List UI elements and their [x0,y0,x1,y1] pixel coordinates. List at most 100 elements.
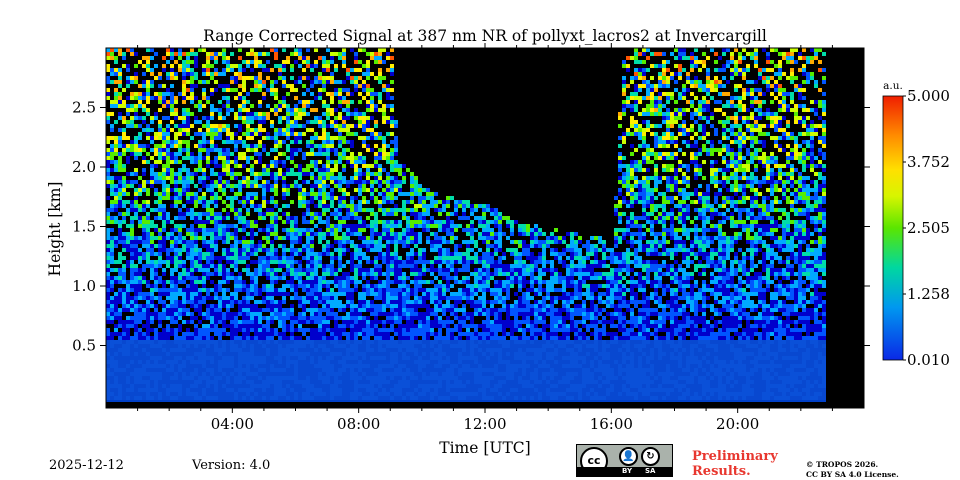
heatmap-cell [194,48,198,52]
heatmap-cell [234,372,238,376]
heatmap-cell [310,264,314,268]
heatmap-cell [302,156,306,160]
heatmap-cell [238,100,242,104]
heatmap-cell [242,136,246,140]
heatmap-cell [262,320,266,324]
heatmap-cell [238,352,242,356]
heatmap-cell [106,384,110,388]
heatmap-cell [198,300,202,304]
heatmap-cell [126,60,130,64]
heatmap-cell [234,228,238,232]
heatmap-cell [238,240,242,244]
heatmap-cell [290,120,294,124]
heatmap-cell [106,196,110,200]
heatmap-cell [214,148,218,152]
heatmap-cell [130,52,134,56]
heatmap-cell [258,284,262,288]
heatmap-cell [166,276,170,280]
heatmap-cell [138,60,142,64]
heatmap-cell [258,272,262,276]
heatmap-cell [194,220,198,224]
heatmap-cell [182,56,186,60]
heatmap-cell [222,180,226,184]
heatmap-cell [198,340,202,344]
heatmap-cell [250,96,254,100]
heatmap-cell [218,64,222,68]
heatmap-cell [126,316,130,320]
heatmap-cell [174,128,178,132]
heatmap-cell [126,364,130,368]
heatmap-cell [134,116,138,120]
heatmap-cell [278,352,282,356]
heatmap-cell [130,268,134,272]
heatmap-cell [274,344,278,348]
heatmap-cell [286,388,290,392]
heatmap-cell [302,96,306,100]
heatmap-cell [318,352,322,356]
heatmap-cell [306,144,310,148]
heatmap-cell [190,388,194,392]
heatmap-cell [302,128,306,132]
heatmap-cell [262,392,266,396]
heatmap-cell [126,72,130,76]
heatmap-cell [182,300,186,304]
heatmap-cell [262,196,266,200]
heatmap-cell [198,312,202,316]
heatmap-cell [142,120,146,124]
heatmap-cell [206,64,210,68]
heatmap-cell [142,264,146,268]
heatmap-cell [242,96,246,100]
heatmap-cell [258,188,262,192]
heatmap-cell [178,268,182,272]
heatmap-cell [106,300,110,304]
heatmap-cell [166,236,170,240]
heatmap-cell [246,328,250,332]
heatmap-cell [330,148,334,152]
heatmap-cell [110,316,114,320]
heatmap-cell [294,292,298,296]
heatmap-cell [218,108,222,112]
heatmap-cell [298,188,302,192]
heatmap-cell [150,328,154,332]
heatmap-cell [302,304,306,308]
heatmap-cell [322,192,326,196]
heatmap-cell [230,184,234,188]
heatmap-cell [190,288,194,292]
heatmap-cell [190,296,194,300]
heatmap-cell [194,272,198,276]
heatmap-cell [134,320,138,324]
heatmap-cell [322,136,326,140]
heatmap-cell [226,364,230,368]
heatmap-cell [246,392,250,396]
heatmap-cell [326,188,330,192]
heatmap-cell [154,100,158,104]
heatmap-cell [210,256,214,260]
heatmap-cell [262,248,266,252]
heatmap-cell [242,184,246,188]
heatmap-cell [122,220,126,224]
heatmap-cell [114,312,118,316]
heatmap-cell [142,336,146,340]
heatmap-cell [310,320,314,324]
heatmap-cell [106,328,110,332]
heatmap-cell [254,164,258,168]
heatmap-cell [302,164,306,168]
heatmap-cell [302,100,306,104]
heatmap-cell [266,244,270,248]
heatmap-cell [206,348,210,352]
heatmap-cell [190,80,194,84]
heatmap-cell [210,296,214,300]
heatmap-cell [262,188,266,192]
heatmap-cell [178,356,182,360]
heatmap-cell [114,200,118,204]
heatmap-cell [210,164,214,168]
heatmap-cell [254,220,258,224]
heatmap-cell [330,64,334,68]
heatmap-cell [158,304,162,308]
heatmap-cell [282,300,286,304]
heatmap-cell [274,132,278,136]
heatmap-cell [294,232,298,236]
heatmap-cell [166,356,170,360]
heatmap-cell [270,192,274,196]
heatmap-cell [138,360,142,364]
